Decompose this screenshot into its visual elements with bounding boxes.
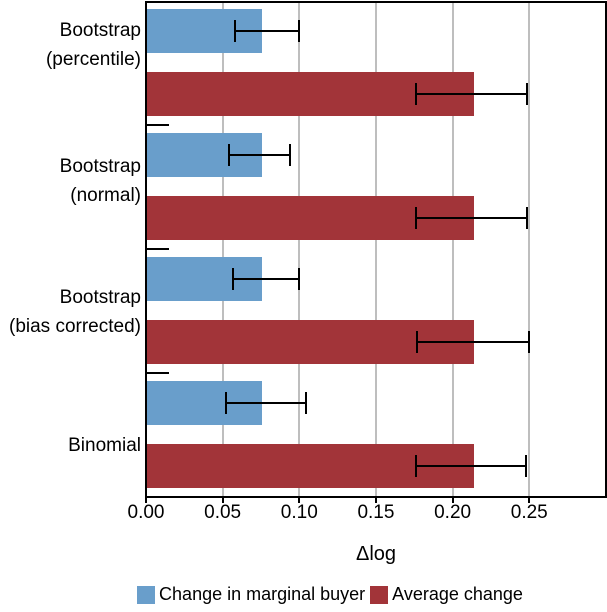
error-bar-line <box>224 402 308 404</box>
category-axis-tick <box>147 124 169 126</box>
error-bar-cap-right <box>297 20 300 42</box>
error-bar-line <box>227 154 291 156</box>
legend-item: Change in marginal buyer <box>137 584 365 605</box>
x-axis-tick-mark <box>451 498 454 503</box>
x-tick-label: 0.20 <box>434 502 472 523</box>
gridline <box>528 3 531 496</box>
error-bar-cap-right <box>288 144 291 166</box>
category-label-line: (bias corrected) <box>9 316 141 337</box>
x-tick-label: 0.25 <box>510 502 548 523</box>
legend-label: Average change <box>392 584 523 604</box>
category-label-line: (normal) <box>70 185 141 206</box>
category-label-line: Bootstrap <box>59 287 141 308</box>
x-axis-tick-mark <box>528 498 531 503</box>
x-tick-label: 0.05 <box>204 502 242 523</box>
x-tick-label: 0.15 <box>357 502 395 523</box>
category-label: Bootstrap (bias corrected) <box>0 283 141 341</box>
gridline <box>298 3 301 496</box>
gridline <box>374 3 377 496</box>
x-axis-line <box>145 496 607 498</box>
error-bar-line <box>414 465 527 467</box>
category-label-line: Binomial <box>68 434 141 456</box>
category-axis-tick <box>147 248 169 250</box>
plot-border-top <box>145 1 607 3</box>
category-label: Bootstrap (percentile) <box>0 16 141 74</box>
legend-label: Change in marginal buyer <box>159 584 366 604</box>
error-bar-line <box>414 217 529 219</box>
error-bar-cap-left <box>414 207 417 229</box>
error-bar-line <box>414 93 529 95</box>
category-label: Bootstrap (normal) <box>0 152 141 210</box>
error-bar-cap-left <box>416 331 419 353</box>
error-bar-cap-right <box>524 455 527 477</box>
error-bar-cap-left <box>414 455 417 477</box>
category-label-line: Bootstrap <box>59 20 141 41</box>
x-tick-label: 0.10 <box>280 502 318 523</box>
category-axis-tick <box>147 372 169 374</box>
x-tick-label: 0.00 <box>127 502 165 523</box>
error-bar-line <box>416 341 530 343</box>
category-label-line: Bootstrap <box>59 156 141 177</box>
error-bar-cap-right <box>526 207 529 229</box>
x-axis-tick-mark <box>145 498 147 503</box>
error-bar-cap-left <box>414 83 417 105</box>
legend: Change in marginal buyer Average change <box>0 584 607 605</box>
category-label: Binomial <box>0 431 141 460</box>
category-label-line: (percentile) <box>45 49 141 70</box>
y-axis-line <box>145 1 147 498</box>
error-bar-line <box>232 278 300 280</box>
gridline <box>451 3 454 496</box>
gridline <box>221 3 224 496</box>
legend-swatch <box>370 585 389 604</box>
error-bar-cap-right <box>305 392 308 414</box>
error-bar-cap-left <box>227 144 230 166</box>
error-bar-cap-right <box>297 268 300 290</box>
x-axis-tick-mark <box>374 498 377 503</box>
error-bar-cap-right <box>526 83 529 105</box>
plot-border-right <box>605 1 607 498</box>
x-axis-tick-mark <box>298 498 301 503</box>
x-axis-tick-mark <box>221 498 224 503</box>
legend-item: Average change <box>370 584 523 605</box>
x-axis-title: Δlog <box>355 543 397 565</box>
error-bar-line <box>233 30 300 32</box>
legend-swatch <box>137 585 156 604</box>
error-bar-cap-left <box>224 392 227 414</box>
error-bar-cap-left <box>232 268 235 290</box>
error-bar-cap-right <box>527 331 530 353</box>
error-bar-cap-left <box>233 20 236 42</box>
